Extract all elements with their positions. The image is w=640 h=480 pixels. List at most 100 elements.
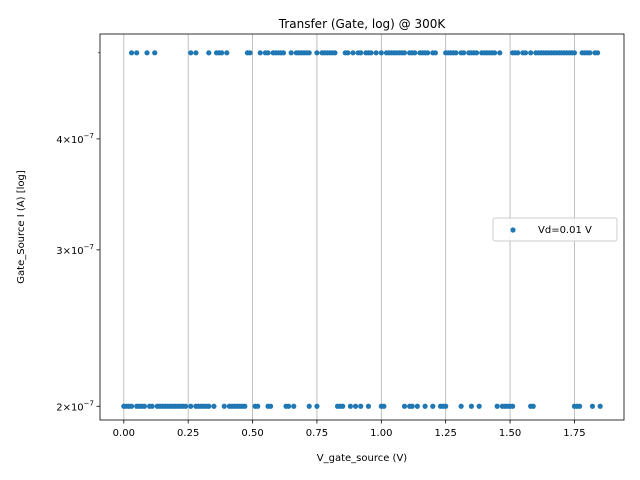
- scatter-point: [265, 50, 271, 56]
- scatter-point: [141, 403, 148, 409]
- scatter-point: [401, 50, 408, 56]
- scatter-point: [430, 403, 436, 409]
- x-tick-label: 1.50: [499, 428, 521, 439]
- x-tick-label: 1.00: [370, 428, 392, 439]
- scatter-point: [183, 403, 189, 409]
- y-tick-base: ×10: [63, 135, 84, 146]
- scatter-point: [401, 403, 408, 409]
- scatter-point: [280, 50, 287, 56]
- scatter-point: [510, 403, 516, 409]
- scatter-point: [221, 403, 227, 409]
- scatter-point: [414, 403, 420, 409]
- scatter-point: [412, 50, 418, 56]
- x-axis-label: V_gate_source (V): [317, 453, 408, 464]
- scatter-point: [144, 50, 150, 56]
- x-tick-label: 0.00: [113, 428, 135, 439]
- y-tick-exponent: −7: [84, 132, 94, 140]
- scatter-point: [306, 403, 312, 409]
- x-tick-label: 1.75: [563, 428, 585, 439]
- scatter-point: [314, 403, 320, 409]
- scatter-point: [358, 403, 364, 409]
- legend-entry: Vd=0.01 V: [538, 225, 592, 236]
- scatter-point: [128, 50, 135, 56]
- scatter-point: [597, 403, 603, 409]
- scatter-point: [468, 403, 475, 409]
- scatter-point: [373, 50, 379, 56]
- scatter-point: [193, 50, 199, 56]
- y-tick-mantissa: 3: [56, 246, 62, 257]
- y-axis-label: Gate_Source I (A) [log]: [16, 170, 27, 284]
- scatter-point: [255, 403, 261, 409]
- legend: Vd=0.01 V: [492, 217, 618, 242]
- scatter-point: [587, 50, 593, 56]
- scatter-point: [425, 50, 431, 56]
- scatter-point: [381, 403, 387, 409]
- scatter-point: [476, 403, 482, 409]
- scatter-point: [152, 50, 158, 56]
- scatter-point: [453, 50, 459, 56]
- scatter-point: [365, 403, 372, 409]
- plot-frame: [99, 33, 625, 421]
- y-axis: 2×10−73×10−74×10−7: [56, 52, 100, 413]
- scatter-point: [458, 403, 464, 409]
- scatter-point: [134, 50, 140, 56]
- scatter-point: [492, 50, 498, 56]
- scatter-point: [257, 50, 263, 56]
- scatter-point: [422, 403, 428, 409]
- scatter-point: [211, 403, 217, 409]
- scatter-point: [291, 403, 297, 409]
- y-tick-base: ×10: [63, 246, 84, 257]
- scatter-point: [219, 50, 225, 56]
- scatter-point: [443, 403, 449, 409]
- legend-box: [492, 217, 618, 242]
- chart-title: Transfer (Gate, log) @ 300K: [278, 17, 447, 31]
- grid: [123, 34, 575, 420]
- x-axis: 0.00 0.25 0.50 0.75 1.00 1.25 1.50 1.75: [113, 420, 586, 439]
- scatter-point: [497, 50, 503, 56]
- scatter-point: [352, 403, 359, 409]
- scatter-point: [528, 50, 534, 56]
- scatter-point: [409, 403, 415, 409]
- scatter-point: [345, 50, 351, 56]
- scatter-point: [358, 50, 364, 56]
- scatter-point: [522, 50, 529, 56]
- scatter-point: [188, 403, 194, 409]
- scatter-point: [515, 50, 521, 56]
- scatter-point: [350, 50, 356, 56]
- scatter-point: [267, 403, 274, 409]
- scatter-point: [378, 50, 384, 56]
- y-tick-exponent: −7: [84, 399, 94, 407]
- y-tick-label: 4×10−7: [56, 132, 94, 146]
- legend-marker: [510, 227, 516, 233]
- y-tick-base: ×10: [63, 402, 84, 413]
- x-tick-label: 0.75: [306, 428, 328, 439]
- scatter-point: [288, 50, 294, 56]
- scatter-point: [224, 50, 230, 56]
- scatter-points: [121, 50, 603, 409]
- scatter-point: [530, 403, 536, 409]
- scatter-point: [314, 50, 320, 56]
- scatter-point: [347, 403, 354, 409]
- scatter-point: [473, 50, 480, 56]
- scatter-point: [188, 50, 194, 56]
- scatter-point: [340, 403, 346, 409]
- scatter-point: [149, 403, 155, 409]
- scatter-point: [242, 403, 248, 409]
- x-tick-label: 0.50: [241, 428, 263, 439]
- scatter-point: [432, 50, 438, 56]
- scatter-point: [368, 50, 374, 56]
- scatter-point: [576, 403, 583, 409]
- y-tick-mantissa: 4: [56, 135, 62, 146]
- x-tick-label: 0.25: [177, 428, 199, 439]
- scatter-point: [286, 403, 292, 409]
- y-tick-label: 2×10−7: [56, 399, 94, 413]
- y-tick-mantissa: 2: [56, 402, 62, 413]
- scatter-point: [332, 50, 338, 56]
- scatter-point: [306, 50, 312, 56]
- y-tick-label: 3×10−7: [56, 243, 94, 257]
- scatter-point: [571, 50, 578, 56]
- x-tick-label: 1.25: [435, 428, 457, 439]
- scatter-point: [595, 50, 601, 56]
- scatter-point: [206, 50, 212, 56]
